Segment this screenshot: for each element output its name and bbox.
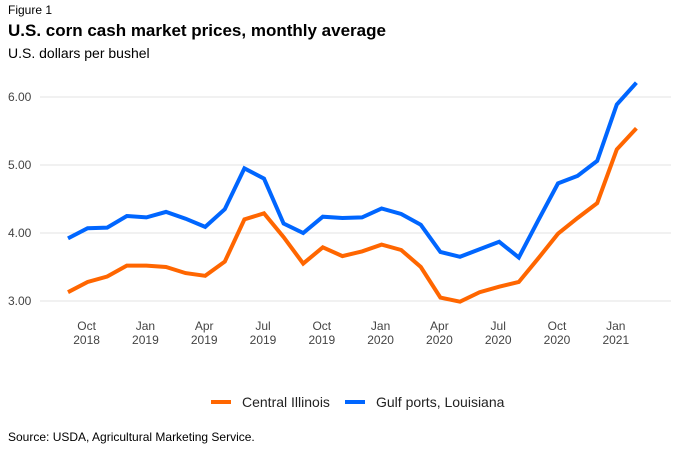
- x-tick-label-month: Apr: [430, 319, 449, 333]
- chart-subtitle: U.S. dollars per bushel: [8, 45, 150, 61]
- figure-label: Figure 1: [8, 3, 53, 17]
- x-tick-label-month: Jan: [371, 319, 390, 333]
- x-tick-label-month: Oct: [77, 319, 96, 333]
- x-tick-label-month: Jul: [255, 319, 270, 333]
- series-line-central-illinois: [67, 126, 638, 304]
- source-note: Source: USDA, Agricultural Marketing Ser…: [8, 430, 255, 444]
- x-tick-label-year: 2019: [132, 333, 159, 347]
- legend-label: Central Illinois: [242, 394, 330, 410]
- y-tick-label: 5.00: [8, 158, 32, 172]
- y-axis: 3.00 4.00 5.00 6.00: [8, 90, 32, 308]
- y-tick-label: 6.00: [8, 90, 32, 104]
- x-tick-label-year: 2019: [250, 333, 277, 347]
- x-tick-label-month: Oct: [548, 319, 567, 333]
- x-tick-label-year: 2020: [544, 333, 571, 347]
- legend-label: Gulf ports, Louisiana: [376, 394, 505, 410]
- x-tick-label-year: 2020: [367, 333, 394, 347]
- legend: Central Illinois Gulf ports, Louisiana: [211, 394, 505, 410]
- y-tick-label: 4.00: [8, 226, 32, 240]
- x-tick-label-month: Oct: [312, 319, 331, 333]
- series-lines: [67, 81, 638, 304]
- x-axis: Oct2018Jan2019Apr2019Jul2019Oct2019Jan20…: [73, 319, 629, 347]
- x-tick-label-year: 2021: [602, 333, 629, 347]
- x-tick-label-year: 2019: [308, 333, 335, 347]
- x-tick-label-month: Jan: [606, 319, 625, 333]
- x-tick-label-month: Jul: [491, 319, 506, 333]
- chart-title: U.S. corn cash market prices, monthly av…: [8, 21, 386, 40]
- x-tick-label-month: Jan: [136, 319, 155, 333]
- x-tick-label-year: 2019: [191, 333, 218, 347]
- x-tick-label-year: 2020: [485, 333, 512, 347]
- x-tick-label-month: Apr: [195, 319, 214, 333]
- gridlines: [40, 96, 671, 302]
- x-tick-label-year: 2020: [426, 333, 453, 347]
- x-tick-label-year: 2018: [73, 333, 100, 347]
- y-tick-label: 3.00: [8, 294, 32, 308]
- series-line-gulf-ports-louisiana: [67, 81, 638, 261]
